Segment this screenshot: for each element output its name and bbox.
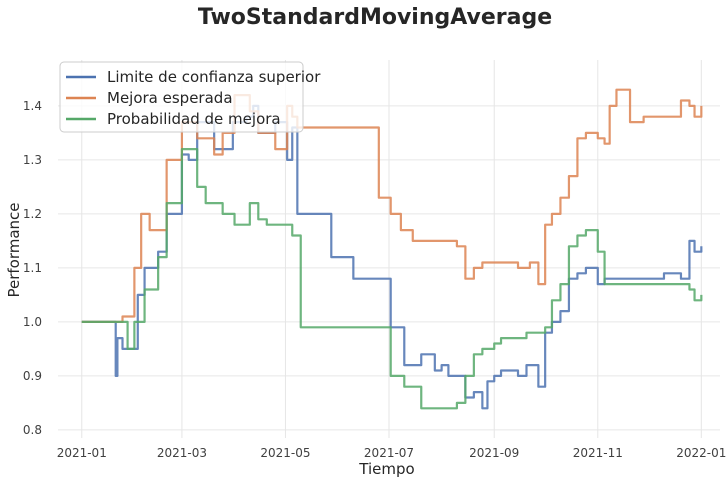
legend-label-1: Limite de confianza superior: [107, 68, 321, 86]
series-line-3: [81, 148, 703, 410]
chart-title: TwoStandardMovingAverage: [198, 5, 552, 30]
legend-box: [59, 61, 304, 133]
x-tick-label: 2021-09: [469, 446, 519, 460]
y-tick-label: 0.9: [23, 369, 42, 383]
x-tick-label: 2021-11: [573, 446, 623, 460]
y-tick-label: 1.0: [23, 315, 42, 329]
y-tick-label: 1.3: [23, 153, 42, 167]
legend-label-2: Mejora esperada: [107, 89, 233, 107]
legend: Limite de confianza superior Mejora esper…: [59, 61, 321, 133]
y-gridlines: [58, 105, 720, 431]
x-tick-labels: 2021-01 2021-03 2021-05 2021-07 2021-09 2021-…: [57, 446, 727, 460]
series-line-1: [81, 104, 703, 410]
x-tick-label: 2021-03: [157, 446, 207, 460]
x-tick-label: 2021-07: [364, 446, 414, 460]
x-axis-label: Tiempo: [358, 460, 414, 478]
y-tick-label: 1.2: [23, 207, 42, 221]
y-axis-label: Performance: [5, 202, 23, 297]
x-tick-label: 2021-01: [57, 446, 107, 460]
y-tick-label: 1.4: [23, 99, 42, 113]
y-tick-label: 1.1: [23, 261, 42, 275]
y-tick-labels: 0.8 0.9 1.0 1.1 1.2 1.3 1.4: [23, 99, 42, 437]
legend-label-3: Probabilidad de mejora: [107, 110, 281, 128]
x-tick-label: 2021-05: [260, 446, 310, 460]
x-tick-label: 2022-01: [676, 446, 726, 460]
y-tick-label: 0.8: [23, 423, 42, 437]
